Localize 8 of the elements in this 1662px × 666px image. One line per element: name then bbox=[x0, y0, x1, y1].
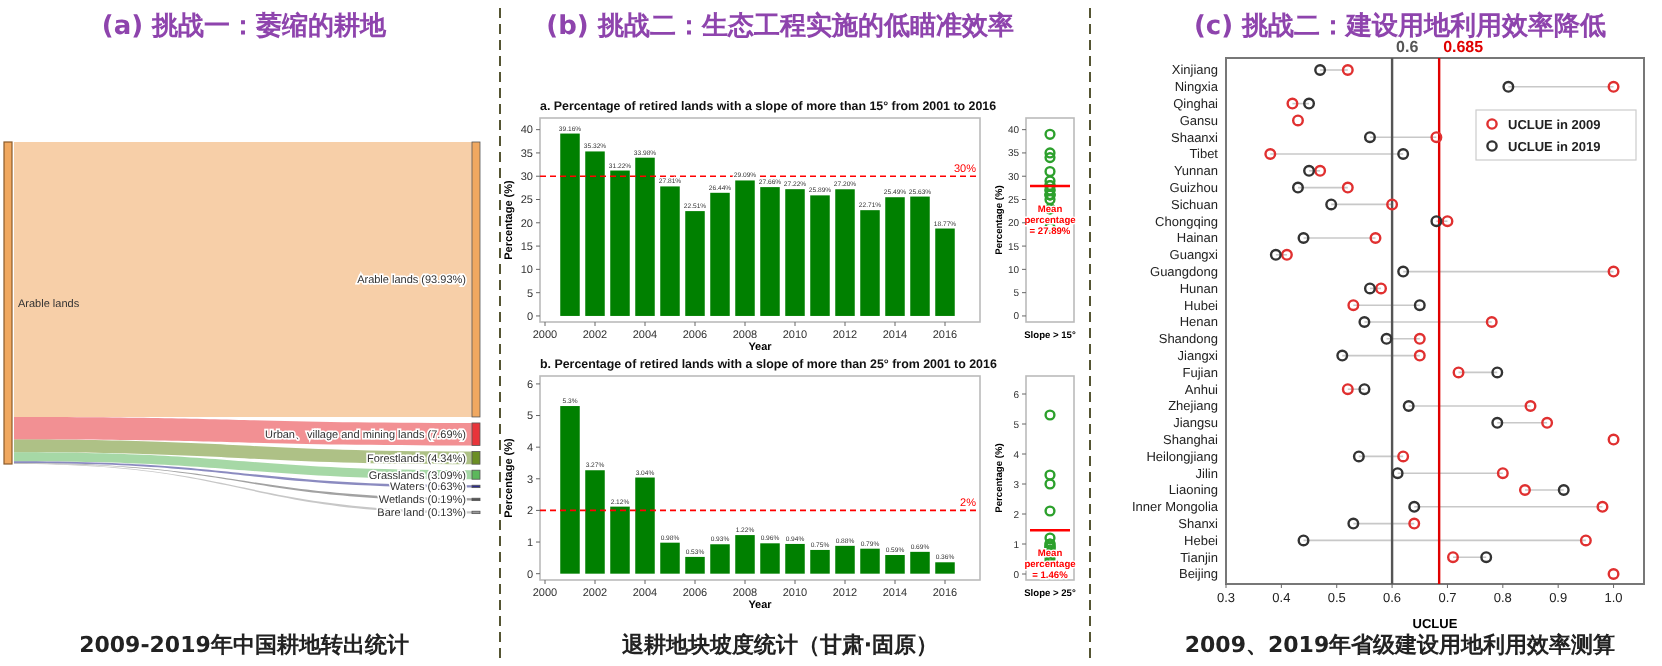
ref-line-label: 0.6 bbox=[1396, 38, 1420, 56]
ref-line-label: 0.685 bbox=[1443, 38, 1485, 56]
text: 2009-2019年中国耕地转出统计 bbox=[79, 632, 409, 658]
text: 退耕地块坡度统计（甘肃·固原） bbox=[619, 632, 939, 658]
text: (b) 挑战二：生态工程实施的低瞄准效率 bbox=[546, 10, 1014, 42]
chart-title: (c) 挑战二：建设用地利用效率降低 bbox=[1193, 10, 1607, 42]
text: 2009、2019年省级建设用地利用效率测算 bbox=[1184, 632, 1616, 658]
text: (a) 挑战一：萎缩的耕地 bbox=[101, 10, 389, 42]
